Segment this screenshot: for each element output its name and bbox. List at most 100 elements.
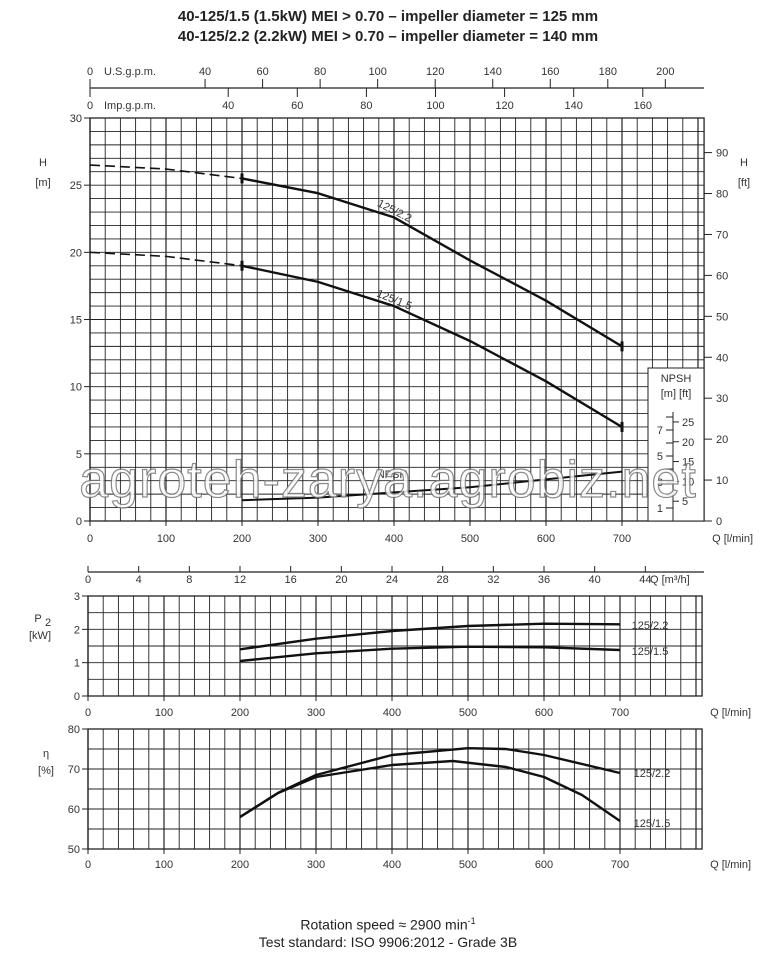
imp-gpm-tick-label: 120: [495, 100, 513, 112]
y-axis-label: H: [39, 157, 47, 169]
m3h-axis-label: Q [m³/h]: [650, 574, 690, 586]
imp-gpm-label: Imp.g.p.m.: [104, 100, 156, 112]
x-tick-label: 200: [233, 533, 251, 545]
npsh-ft-tick-label: 10: [682, 476, 694, 488]
y-axis-unit: [kW]: [29, 630, 51, 642]
us-gpm-tick-label: 120: [426, 66, 444, 78]
y-tick-label: 2: [74, 624, 80, 636]
x-axis-label: Q [l/min]: [712, 533, 753, 545]
npsh-m-tick-label: 1: [657, 503, 663, 515]
y-tick-label: 20: [70, 247, 82, 259]
x-tick-label: 700: [611, 707, 629, 719]
m3h-tick-label: 32: [487, 574, 499, 586]
y-tick-label: 10: [70, 382, 82, 394]
y-tick-label: 3: [74, 591, 80, 603]
npsh-axis-units: [m] [ft]: [661, 388, 692, 400]
m3h-tick-label: 0: [85, 574, 91, 586]
x-tick-label: 500: [459, 707, 477, 719]
us-gpm-tick-label: 140: [484, 66, 502, 78]
power-curve-125-2.2: [239, 622, 621, 651]
x-tick-label: 400: [383, 707, 401, 719]
y-tick-label: 0: [74, 691, 80, 703]
npsh-m-tick-label: 7: [657, 425, 663, 437]
y-tick-label: 25: [70, 180, 82, 192]
y2-axis-label: H: [740, 157, 748, 169]
npsh-axis-title: NPSH: [661, 373, 692, 385]
x-tick-label: 600: [535, 707, 553, 719]
y2-axis-unit: [ft]: [738, 177, 750, 189]
y-tick-label: 5: [76, 449, 82, 461]
m3h-tick-label: 4: [136, 574, 142, 586]
test-standard: Test standard: ISO 9906:2012 - Grade 3B: [258, 934, 518, 950]
us-gpm-tick-label: 40: [199, 66, 211, 78]
m3h-tick-label: 44: [639, 574, 651, 586]
ft-tick-label: 50: [716, 311, 728, 323]
y-tick-label: 60: [68, 804, 80, 816]
power-curve-125-1.5: [239, 645, 621, 663]
ft-tick-label: 90: [716, 148, 728, 160]
imp-gpm-tick-label: 40: [222, 100, 234, 112]
y-axis-label: P: [34, 613, 41, 625]
x-tick-label: 100: [157, 533, 175, 545]
npsh-ft-tick-label: 20: [682, 437, 694, 449]
head-curve-125-1.5-dashed: [89, 251, 243, 267]
x-tick-label: 0: [85, 859, 91, 871]
x-tick-label: 400: [385, 533, 403, 545]
us-gpm-tick-label: 80: [314, 66, 326, 78]
efficiency-label-125-2.2: 125/2.2: [634, 768, 671, 780]
us-gpm-tick-label: 100: [368, 66, 386, 78]
x-tick-label: 300: [307, 707, 325, 719]
x-tick-label: 200: [231, 707, 249, 719]
x-tick-label: 700: [611, 859, 629, 871]
y-tick-label: 1: [74, 658, 80, 670]
y-tick-label: 70: [68, 764, 80, 776]
x-tick-label: 0: [87, 533, 93, 545]
power-label-125-2.2: 125/2.2: [632, 620, 669, 632]
y-tick-label: 50: [68, 844, 80, 856]
title-line-1: 40-125/1.5 (1.5kW) MEI > 0.70 – impeller…: [177, 8, 599, 25]
rotation-speed-text: Rotation speed ≈ 2900 min: [300, 916, 468, 933]
npsh-ft-tick-label: 15: [682, 457, 694, 469]
x-tick-label: 500: [459, 859, 477, 871]
us-gpm-tick-label: 160: [541, 66, 559, 78]
rotation-speed: Rotation speed ≈ 2900 min-1: [0, 916, 776, 933]
m3h-tick-label: 12: [234, 574, 246, 586]
x-axis-label: Q [l/min]: [710, 859, 751, 871]
npsh-m-tick-label: 3: [657, 477, 663, 489]
y-axis-label-subscript: 2: [45, 617, 51, 629]
y-tick-label: 30: [70, 113, 82, 125]
m3h-tick-label: 20: [335, 574, 347, 586]
x-tick-label: 600: [535, 859, 553, 871]
imp-gpm-tick-label: 80: [360, 100, 372, 112]
x-tick-label: 100: [155, 859, 173, 871]
x-tick-label: 500: [461, 533, 479, 545]
imp-gpm-tick-label: 140: [565, 100, 583, 112]
m3h-tick-label: 24: [386, 574, 398, 586]
npsh-inset: [647, 367, 705, 522]
efficiency-curve-125-1.5: [239, 759, 621, 822]
x-axis-label: Q [l/min]: [710, 707, 751, 719]
ft-tick-label: 40: [716, 352, 728, 364]
ft-tick-label: 0: [716, 516, 722, 528]
ft-tick-label: 80: [716, 189, 728, 201]
imp-gpm-tick-label: 100: [426, 100, 444, 112]
y-axis-unit: [m]: [35, 177, 50, 189]
m3h-tick-label: 40: [589, 574, 601, 586]
efficiency-label-125-1.5: 125/1.5: [634, 818, 671, 830]
title-line-2: 40-125/2.2 (2.2kW) MEI > 0.70 – impeller…: [177, 28, 599, 45]
us-gpm-tick-label: 60: [256, 66, 268, 78]
x-tick-label: 100: [155, 707, 173, 719]
x-tick-label: 300: [309, 533, 327, 545]
npsh-curve-label: NPSH: [377, 469, 408, 481]
rotation-speed-exponent: -1: [467, 916, 476, 926]
npsh-ft-tick-label: 5: [682, 496, 688, 508]
head-curve-125-1.5: [241, 264, 623, 428]
imp-gpm-tick-label: 60: [291, 100, 303, 112]
watermark: agroteh-zarya.agrobiz.net: [79, 450, 697, 509]
y-tick-label: 80: [68, 724, 80, 736]
y-tick-label: 15: [70, 315, 82, 327]
ft-tick-label: 20: [716, 434, 728, 446]
x-tick-label: 200: [231, 859, 249, 871]
head-curve-125-2.2-dashed: [89, 164, 243, 180]
